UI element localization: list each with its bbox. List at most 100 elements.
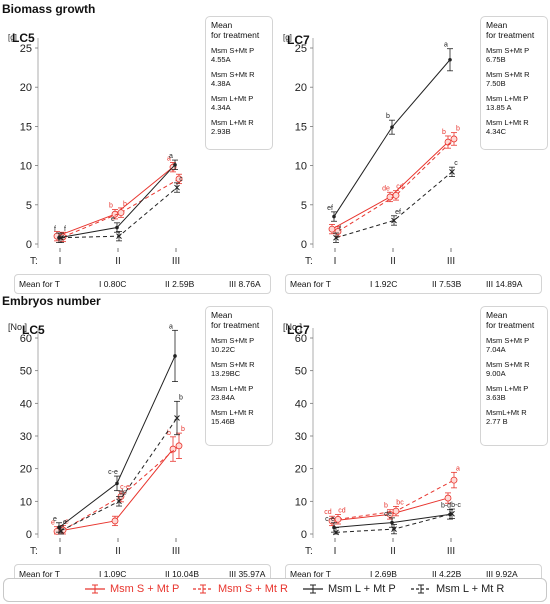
significance-letter: f <box>339 226 341 233</box>
x-tick-label: II <box>390 546 396 557</box>
mean-for-t-value: III 14.89A <box>486 279 523 289</box>
y-tick-label: 0 <box>26 239 32 251</box>
y-tick-label: 20 <box>295 464 307 476</box>
data-point <box>174 184 180 191</box>
significance-letter: cd <box>324 509 332 516</box>
data-point <box>444 494 452 502</box>
y-axis-label: [g] <box>8 33 17 42</box>
data-point <box>391 526 397 532</box>
significance-letter: b <box>123 201 127 208</box>
y-tick-label: 0 <box>26 529 32 541</box>
chart-panel-biomass-lc7: [g] LC7 0 5 10 15 20 25 T: I II III de b cd b ef b a f ef c Me… <box>275 14 550 299</box>
data-point <box>392 507 400 515</box>
mean-for-t-value: I 2.69B <box>370 569 397 579</box>
significance-letter: f <box>64 226 66 233</box>
data-point <box>169 445 177 453</box>
legend: Msm S + Mt P Msm S + Mt R Msm L + Mt P M… <box>3 578 547 602</box>
data-point <box>392 191 400 199</box>
data-point <box>450 476 458 484</box>
treatment-means-box <box>205 16 273 150</box>
y-tick-label: 25 <box>295 43 307 55</box>
treatment-mean-item: Msm S+Mt R 9.00A <box>486 360 530 378</box>
data-point <box>448 57 452 62</box>
data-point <box>386 193 394 201</box>
data-point <box>334 515 342 523</box>
means-for-t-label: Mean for T <box>19 279 60 289</box>
data-point <box>57 525 61 530</box>
treatment-mean-item: Msm S+Mt R 13.29BC <box>211 360 255 378</box>
y-tick-label: 15 <box>20 121 32 133</box>
treatment-mean-item: Msm S+Mt P 10.22C <box>211 336 255 354</box>
treatment-means-header: Mean for treatment <box>486 310 535 330</box>
y-tick-label: 0 <box>301 239 307 251</box>
series-line-1 <box>337 138 455 232</box>
significance-letter: e <box>63 519 67 526</box>
mean-for-t-value: II 10.04B <box>165 569 200 579</box>
t-label: T: <box>30 546 38 557</box>
significance-letter: c-e <box>108 469 118 476</box>
x-tick-label: II <box>115 546 121 557</box>
chart-title: LC5 <box>22 323 45 337</box>
treatment-mean-item: Msm L+Mt P 4.34A <box>211 94 254 112</box>
significance-letter: e <box>111 216 115 223</box>
chart-title: LC7 <box>287 323 310 337</box>
means-for-t-label: Mean for T <box>290 279 331 289</box>
significance-letter: cd <box>338 508 346 515</box>
significance-letter: a <box>169 153 173 160</box>
y-tick-label: 15 <box>295 121 307 133</box>
series-line-1 <box>62 445 180 531</box>
significance-letter: b-d <box>441 503 451 510</box>
significance-letter: c-e <box>120 484 130 491</box>
legend-label: Msm L + Mt R <box>436 583 505 595</box>
data-point <box>116 498 122 505</box>
chart-panel-biomass-lc5: [g] LC5 0 5 10 15 20 25 T: I II III b a b f e a f c Mean for… <box>0 14 275 299</box>
treatment-means-box <box>480 306 548 446</box>
data-point <box>390 125 394 129</box>
x-tick-label: II <box>390 256 396 267</box>
series-line-1 <box>62 178 180 238</box>
y-axis-label: [No.] <box>8 322 27 332</box>
y-tick-label: 20 <box>295 82 307 94</box>
x-tick-label: II <box>115 256 121 267</box>
t-label: T: <box>305 546 313 557</box>
mean-for-t-value: III 35.97A <box>229 569 266 579</box>
y-tick-label: 40 <box>295 398 307 410</box>
x-tick-label: III <box>172 546 180 557</box>
data-point <box>175 175 183 183</box>
significance-letter: bc <box>396 499 404 506</box>
data-point <box>386 510 394 518</box>
significance-letter: a <box>444 42 448 49</box>
t-label: T: <box>305 256 313 267</box>
legend-label: Msm S + Mt P <box>110 583 180 595</box>
series-line-3 <box>335 171 453 239</box>
y-tick-label: 20 <box>20 464 32 476</box>
chart-panel-embryos-lc5: [No.] LC5 0 10 20 30 40 50 60 T: I II III e b e c-e b e c-e… <box>0 304 275 589</box>
significance-letter: a <box>456 465 460 472</box>
x-tick-label: III <box>447 546 455 557</box>
series-line-0 <box>331 141 449 230</box>
mean-for-t-value: III 8.76A <box>229 279 261 289</box>
chart-title: LC5 <box>12 31 35 45</box>
significance-letter: b <box>442 129 446 136</box>
data-point <box>328 225 336 233</box>
data-point <box>390 520 394 525</box>
significance-letter: de <box>384 511 392 518</box>
significance-letter: cd <box>396 184 404 191</box>
x-tick-label: I <box>334 256 337 267</box>
significance-letter: f <box>54 226 56 233</box>
data-point <box>58 234 64 241</box>
means-for-t-row: Mean for T I 1.92C II 7.53B III 14.89A <box>285 274 542 294</box>
mean-for-t-value: II 7.53B <box>432 279 462 289</box>
x-tick-label: I <box>59 256 62 267</box>
y-tick-label: 5 <box>26 200 32 212</box>
treatment-mean-item: Msm S+Mt P 7.04A <box>486 336 530 354</box>
significance-letter: b <box>109 203 113 210</box>
significance-letter: ef <box>395 209 401 216</box>
data-point <box>173 354 177 358</box>
means-for-t-label: Mean for T <box>290 569 331 579</box>
mean-for-t-value: II 2.59B <box>165 279 195 289</box>
data-point <box>115 481 119 486</box>
significance-letter: c <box>454 160 458 167</box>
